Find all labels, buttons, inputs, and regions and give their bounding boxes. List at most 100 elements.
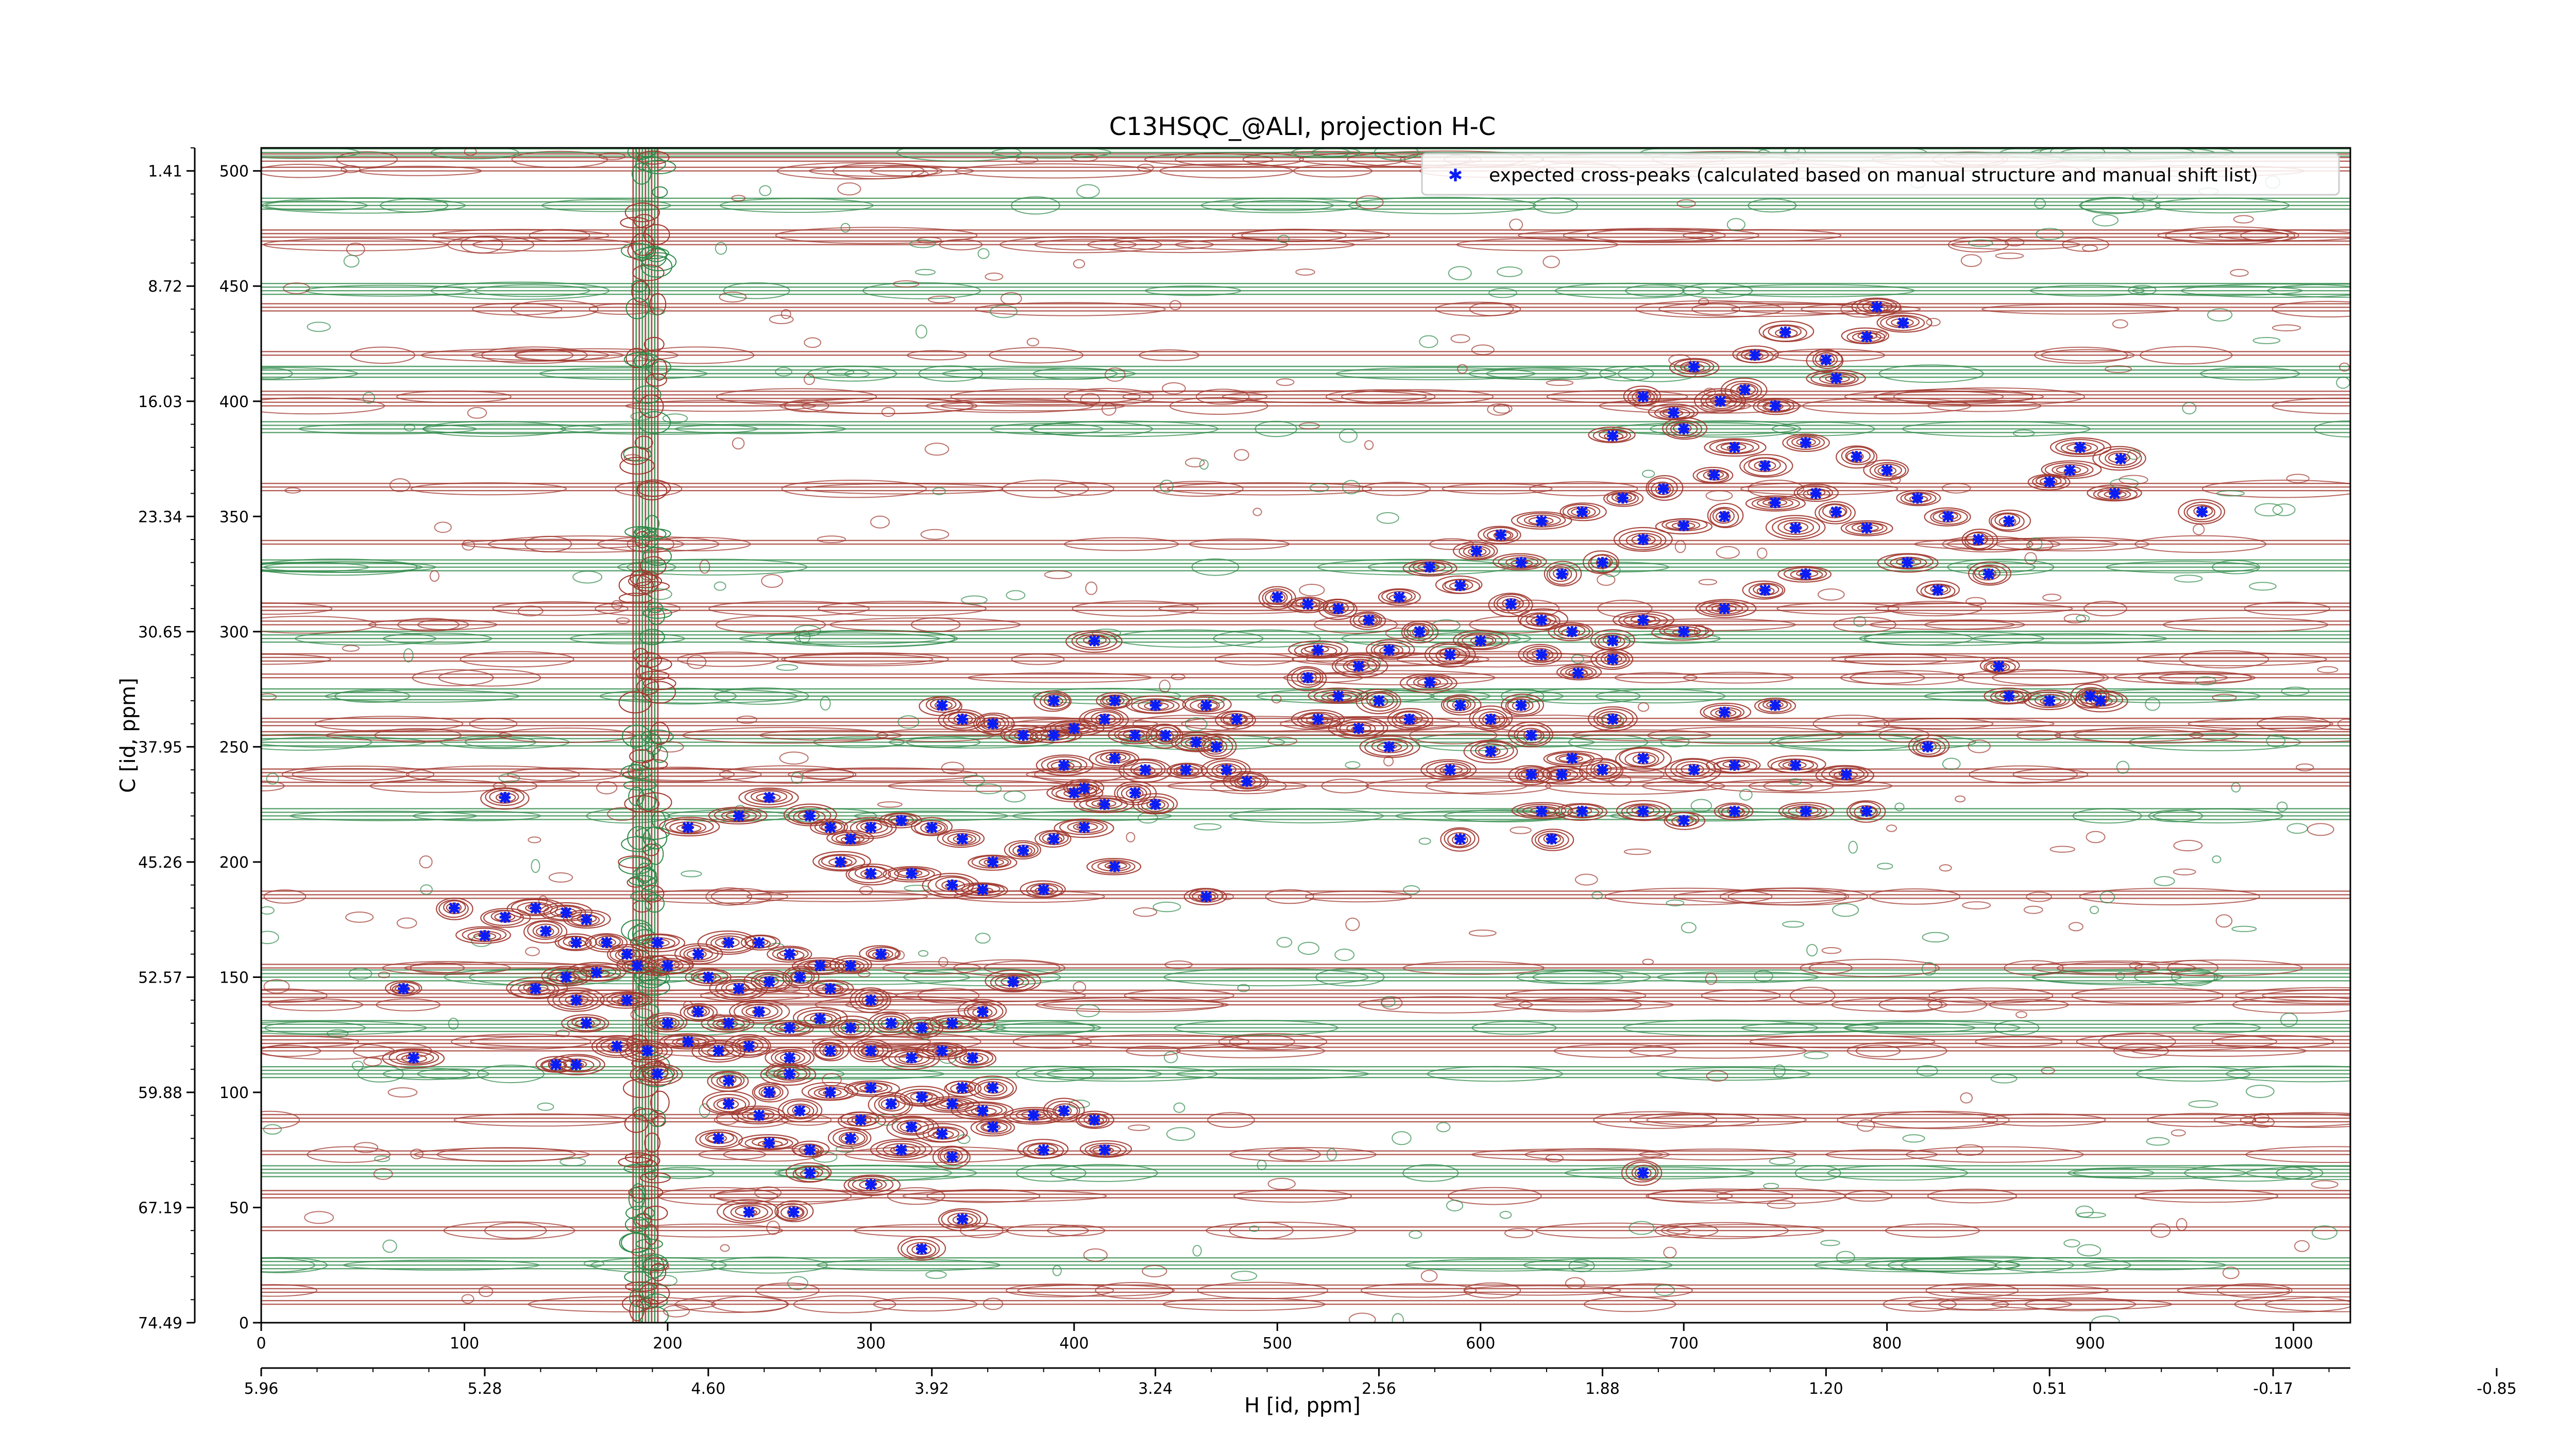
noise-blob xyxy=(754,1186,782,1200)
noise-blob xyxy=(261,733,372,751)
water-ridge-blob xyxy=(647,602,664,613)
peak-contour xyxy=(1748,582,1784,598)
peak-contour xyxy=(772,947,809,961)
noise-blob xyxy=(1676,199,1696,208)
peak-contour xyxy=(941,1210,981,1229)
cross-peak-marker xyxy=(906,868,918,880)
cross-peak-marker xyxy=(764,1137,775,1149)
peak-contour xyxy=(1812,350,1843,369)
noise-blob xyxy=(1364,440,1374,450)
noise-blob xyxy=(1335,367,1536,380)
peak-contour xyxy=(970,1119,1015,1137)
peak-contour xyxy=(1709,507,1739,528)
peak-contour xyxy=(1829,507,1846,517)
noise-blob xyxy=(1922,932,1950,943)
noise-blob xyxy=(967,672,1152,683)
noise-blob xyxy=(1509,218,1523,231)
cross-peak-marker xyxy=(784,948,795,960)
noise-blob xyxy=(1716,546,1740,559)
noise-blob xyxy=(1403,885,1420,895)
peak-contour xyxy=(937,829,985,848)
water-ridge-blob xyxy=(648,1109,666,1127)
peak-contour xyxy=(1989,509,2031,532)
cross-peak-marker xyxy=(581,1018,592,1029)
peak-contour xyxy=(1444,829,1476,849)
peak-contour xyxy=(1170,763,1204,777)
peak-contour xyxy=(1603,490,1644,507)
water-ridge-blob xyxy=(643,336,665,352)
peak-contour xyxy=(1736,384,1756,395)
peak-contour xyxy=(2098,448,2142,468)
noise-blob xyxy=(341,165,361,174)
peak-contour xyxy=(705,933,754,953)
noise-blob xyxy=(1418,837,1431,845)
peak-contour xyxy=(766,1065,811,1083)
noise-blob xyxy=(1430,689,1564,703)
cross-peak-marker xyxy=(1373,695,1385,706)
noise-blob xyxy=(1381,996,1396,1007)
peak-contour xyxy=(866,947,900,960)
noise-blob xyxy=(708,600,870,617)
peak-contour xyxy=(850,987,891,1013)
noise-blob xyxy=(2145,697,2161,711)
noise-blob xyxy=(1213,629,1321,648)
noise-blob xyxy=(419,855,433,869)
noise-blob xyxy=(1358,996,1533,1014)
peak-contour xyxy=(563,909,611,929)
noise-blob xyxy=(1405,1258,1589,1272)
noise-blob xyxy=(2216,490,2245,497)
peak-contour xyxy=(1619,747,1665,768)
noise-blob xyxy=(1967,561,2036,573)
noise-blob xyxy=(1185,458,1205,468)
noise-blob xyxy=(2189,230,2289,241)
water-ridge-blob xyxy=(639,245,667,268)
noise-blob xyxy=(781,479,927,498)
peak-contour xyxy=(1782,433,1830,452)
noise-blob xyxy=(1820,1240,1840,1246)
noise-blob xyxy=(325,689,520,703)
peak-contour xyxy=(1457,632,1503,649)
noise-blob xyxy=(2068,922,2083,932)
noise-blob xyxy=(263,889,307,904)
noise-blob xyxy=(1926,318,1941,327)
noise-blob xyxy=(716,388,877,406)
water-ridge-blob xyxy=(634,1212,653,1229)
cross-peak-marker xyxy=(946,1018,958,1029)
peak-contour xyxy=(1052,1103,1078,1119)
peak-contour xyxy=(1517,728,1545,744)
noise-blob xyxy=(1925,1283,2019,1298)
cross-peak-marker xyxy=(652,1068,663,1079)
noise-blob xyxy=(1546,379,1574,386)
cross-peak-marker xyxy=(1444,764,1456,775)
peak-contour xyxy=(1286,666,1327,691)
cross-peak-marker xyxy=(1810,487,1822,499)
cross-peak-marker xyxy=(1556,769,1568,780)
peak-contour xyxy=(1402,560,1458,577)
noise-blob xyxy=(1194,823,1222,831)
peak-contour xyxy=(1475,743,1509,758)
noise-blob xyxy=(410,482,567,496)
noise-blob xyxy=(1957,669,2105,686)
water-ridge-blob xyxy=(634,969,659,981)
noise-blob xyxy=(403,424,415,432)
peak-contour xyxy=(1335,718,1384,737)
noise-blob xyxy=(1590,766,1665,783)
water-ridge-blob xyxy=(620,764,652,780)
noise-blob xyxy=(982,1297,1004,1310)
water-ridge-blob xyxy=(640,670,670,681)
peak-contour xyxy=(1994,513,2021,528)
cross-peak-marker xyxy=(1383,644,1395,656)
noise-blob xyxy=(2023,905,2043,914)
peak-contour xyxy=(733,1002,783,1021)
peak-contour xyxy=(1916,580,1960,599)
peak-contour xyxy=(1313,689,1363,703)
peak-contour xyxy=(1387,708,1433,731)
noise-blob xyxy=(1042,999,1229,1010)
peak-contour xyxy=(1211,763,1242,778)
noise-blob xyxy=(1543,256,1560,268)
peak-contour xyxy=(1501,694,1544,717)
peak-contour xyxy=(843,1174,901,1196)
noise-blob xyxy=(1859,631,2044,646)
noise-blob xyxy=(1142,1264,1167,1277)
noise-blob xyxy=(1969,765,2078,784)
